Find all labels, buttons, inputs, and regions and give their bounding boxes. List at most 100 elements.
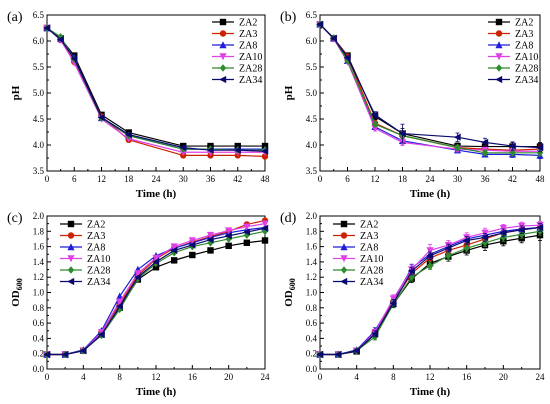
y-tick-label: 0.0 <box>306 364 318 374</box>
series-ZA10 <box>43 220 269 359</box>
y-tick-label: 4.5 <box>306 114 318 124</box>
x-tick-label: 16 <box>462 372 472 382</box>
legend-label: ZA2 <box>239 18 257 29</box>
data-point <box>444 244 452 252</box>
data-point <box>43 350 51 359</box>
data-point <box>508 142 516 150</box>
data-point <box>426 252 434 260</box>
y-tick-label: 2.0 <box>306 211 318 221</box>
y-tick-label: 5.5 <box>33 62 45 72</box>
legend-marker <box>340 277 348 286</box>
x-tick-label: 8 <box>117 372 122 382</box>
series-ZA3 <box>43 217 269 358</box>
data-point <box>518 230 525 239</box>
y-axis-title-main: OD <box>283 290 295 307</box>
data-point <box>371 120 379 128</box>
y-tick-label: 6.0 <box>306 36 318 46</box>
data-point <box>243 223 251 231</box>
panel-c-chart: 0 4 8 12 16 20 24 0.0 0.2 0.4 0.6 0.8 1.0 1.2 1.4 1.6 1.… <box>7 211 270 398</box>
series-line <box>46 27 265 147</box>
data-point <box>261 224 269 232</box>
data-point <box>170 243 178 251</box>
data-point <box>426 247 434 255</box>
data-point <box>261 220 269 228</box>
data-point <box>97 113 105 122</box>
data-point <box>329 34 337 42</box>
series-line <box>47 230 266 356</box>
data-point <box>43 24 51 32</box>
panel-label: (d) <box>280 211 297 226</box>
legend-label: ZA8 <box>239 41 257 52</box>
series-ZA8 <box>43 223 269 358</box>
data-point <box>207 238 214 247</box>
data-point <box>243 228 251 236</box>
y-tick-label: 0.6 <box>306 318 318 328</box>
legend-label: ZA2 <box>360 220 378 231</box>
data-point <box>116 305 123 314</box>
x-tick-label: 20 <box>499 372 509 382</box>
y-tick-label: 4.0 <box>33 140 45 150</box>
data-point <box>206 231 215 239</box>
data-point <box>343 54 351 62</box>
x-tick-label: 12 <box>152 372 161 382</box>
data-point <box>352 347 360 355</box>
data-point <box>115 302 123 310</box>
y-tick-label: 0.2 <box>33 349 44 359</box>
data-point <box>316 20 324 28</box>
x-tick-label: 36 <box>206 174 216 184</box>
x-tick-label: 20 <box>224 372 234 382</box>
y-axis-title: OD600 <box>283 278 297 307</box>
series-line <box>46 27 265 153</box>
x-axis-title: Time (h) <box>136 386 177 398</box>
data-point <box>407 267 415 275</box>
series-ZA3 <box>316 21 544 155</box>
legend-label: ZA10 <box>239 52 262 63</box>
x-tick-label: 24 <box>152 174 162 184</box>
data-point <box>170 257 178 264</box>
data-point <box>206 236 214 244</box>
legend-marker <box>67 220 75 228</box>
legend-marker <box>495 18 503 26</box>
series-line <box>47 223 266 356</box>
y-tick-label: 1.8 <box>306 226 318 236</box>
series-ZA8 <box>316 223 544 358</box>
legend-marker <box>219 18 227 26</box>
legend-label: ZA2 <box>515 18 533 29</box>
legend-label: ZA8 <box>360 243 378 254</box>
data-point <box>499 229 507 237</box>
legend-label: ZA8 <box>87 243 105 254</box>
data-point <box>371 330 379 338</box>
data-point <box>134 270 142 278</box>
y-tick-label: 1.8 <box>33 226 45 236</box>
data-point <box>517 226 525 234</box>
plot-frame <box>319 215 541 370</box>
series-line <box>319 23 540 152</box>
y-tick-label: 4.0 <box>306 140 318 150</box>
series-ZA34 <box>316 223 544 359</box>
panel-b-chart: 0 6 12 18 24 30 36 42 48 3.5 4.0 4.5 5.0 5.5 6.0 6.5 Tim… <box>280 10 545 200</box>
x-tick-label: 16 <box>188 372 198 382</box>
x-tick-label: 42 <box>233 174 242 184</box>
data-point <box>152 264 160 271</box>
y-tick-label: 1.4 <box>306 257 318 267</box>
x-tick-label: 6 <box>345 174 350 184</box>
x-axis-title: Time (h) <box>410 188 451 200</box>
legend-marker <box>67 266 75 274</box>
legend-marker <box>495 41 503 49</box>
data-point <box>170 246 178 255</box>
legend-label: ZA28 <box>87 266 110 277</box>
series-ZA2 <box>43 24 269 150</box>
y-tick-label: 0.2 <box>306 349 317 359</box>
legend-label: ZA3 <box>87 231 105 242</box>
legend-label: ZA28 <box>360 266 383 277</box>
data-point <box>225 242 232 250</box>
legend-label: ZA28 <box>515 64 538 75</box>
y-tick-label: 6.5 <box>33 10 45 20</box>
data-point <box>188 237 196 245</box>
data-point <box>124 131 132 139</box>
data-point <box>398 129 406 138</box>
